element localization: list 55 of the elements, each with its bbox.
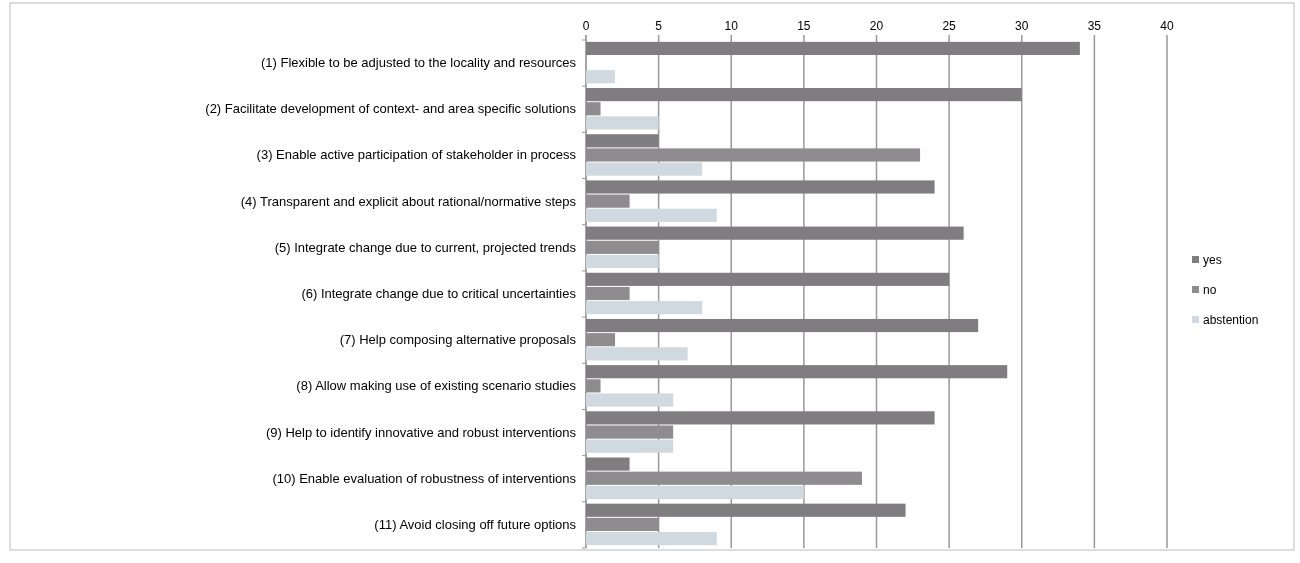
x-tick-label: 15	[797, 19, 811, 33]
y-tick-label: (10) Enable evaluation of robustness of interventions	[272, 470, 577, 486]
bar	[586, 379, 601, 393]
bar	[586, 226, 964, 240]
y-tick-label: (8) Allow making use of existing scenario studies	[296, 378, 577, 394]
y-tick-label: (5) Integrate change due to current, projected trends	[274, 239, 577, 255]
bar	[586, 471, 862, 485]
legend-label: yes	[1203, 253, 1222, 267]
bar	[586, 88, 1022, 102]
y-tick-label: (11) Avoid closing off future options	[374, 516, 577, 532]
x-tick-label: 20	[869, 19, 884, 33]
bar	[586, 347, 688, 361]
bar	[586, 393, 674, 407]
bar	[586, 457, 630, 471]
bar	[586, 286, 630, 301]
x-tick-label: 40	[1160, 19, 1174, 33]
bar	[586, 485, 804, 499]
y-tick-label: (1) Flexible to be adjusted to the locality and resources	[260, 55, 577, 71]
y-tick-label: (7) Help composing alternative proposals	[339, 332, 577, 348]
bar	[586, 425, 674, 439]
y-tick-label: (3) Enable active participation of stakeholder in process	[256, 147, 577, 163]
bar	[586, 517, 659, 531]
x-tick-label: 0	[582, 19, 590, 33]
x-tick-label: 35	[1087, 19, 1102, 33]
bar	[586, 301, 703, 315]
bar	[586, 208, 717, 222]
bar	[586, 70, 616, 84]
legend-label: abstention	[1203, 313, 1259, 327]
y-tick-label: (4) Transparent and explicit about rational/normative steps	[240, 193, 577, 209]
x-tick-label: 10	[724, 19, 739, 33]
y-tick-label: (2) Facilitate development of context- and area specific solutions	[205, 101, 577, 117]
bar	[586, 503, 906, 517]
bar	[586, 439, 674, 453]
x-tick-label: 30	[1015, 19, 1029, 33]
bar	[586, 41, 1080, 56]
x-tick-label: 25	[942, 19, 957, 33]
bar	[586, 180, 935, 194]
bar	[586, 240, 659, 254]
legend-label: no	[1203, 283, 1217, 297]
bar	[586, 162, 703, 176]
bar	[586, 318, 979, 333]
bar	[586, 254, 659, 269]
bar	[586, 148, 921, 162]
bar	[586, 531, 717, 546]
bar	[586, 134, 659, 148]
x-tick-label: 5	[655, 19, 663, 33]
bar	[586, 194, 630, 208]
bar	[586, 116, 659, 130]
y-tick-label: (6) Integrate change due to critical uncertainties	[301, 286, 577, 301]
bar	[586, 365, 1008, 379]
y-tick-label: (9) Help to identify innovative and robust interventions	[265, 424, 577, 440]
bar	[586, 272, 950, 286]
bar	[586, 102, 601, 116]
bar	[586, 333, 616, 347]
bar	[586, 411, 935, 425]
